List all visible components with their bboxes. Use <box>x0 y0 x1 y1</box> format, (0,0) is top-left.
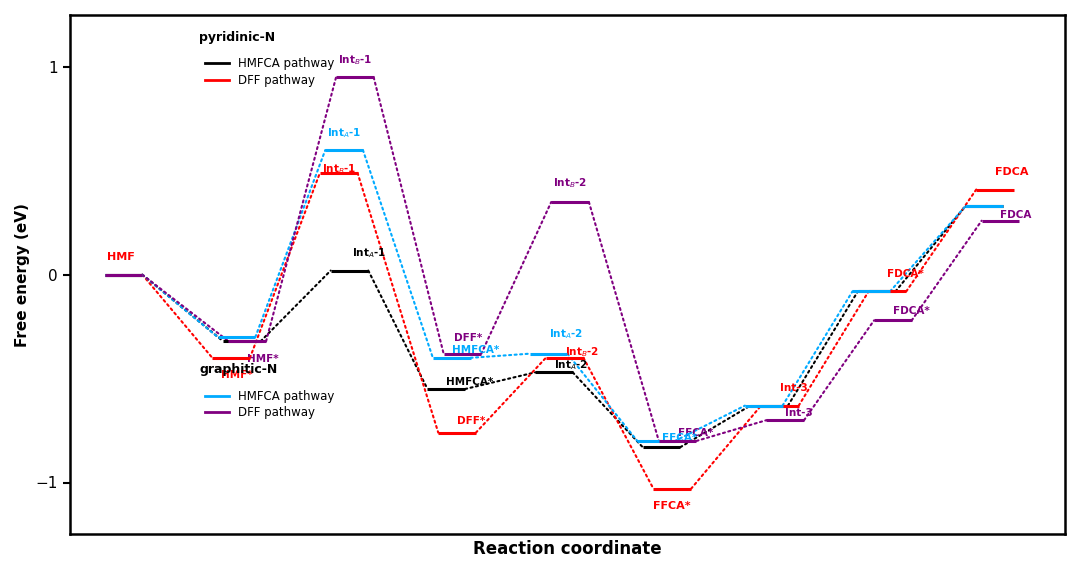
Text: FDCA*: FDCA* <box>893 306 930 316</box>
Text: HMF*: HMF* <box>220 370 253 380</box>
Text: FFCA*: FFCA* <box>677 429 713 438</box>
Text: Int-3: Int-3 <box>780 383 808 393</box>
Text: HMF: HMF <box>107 252 135 262</box>
Text: FDCA: FDCA <box>995 167 1028 177</box>
Text: FFCA*: FFCA* <box>653 501 691 511</box>
Text: Int$_A$-2: Int$_A$-2 <box>554 358 589 372</box>
Text: Int$_B$-2: Int$_B$-2 <box>553 176 588 190</box>
Legend: HMFCA pathway, DFF pathway: HMFCA pathway, DFF pathway <box>205 390 335 419</box>
Text: Int$_B$-1: Int$_B$-1 <box>338 53 373 67</box>
X-axis label: Reaction coordinate: Reaction coordinate <box>473 540 662 558</box>
Text: Int$_B$-1: Int$_B$-1 <box>322 163 356 176</box>
Text: Int$_A$-1: Int$_A$-1 <box>327 126 362 140</box>
Text: FFCA*: FFCA* <box>662 433 697 442</box>
Text: HMF*: HMF* <box>247 354 279 364</box>
Text: FDCA*: FDCA* <box>888 269 924 279</box>
Text: Int-3: Int-3 <box>785 408 813 418</box>
Text: Int$_A$-2: Int$_A$-2 <box>549 327 583 341</box>
Text: graphitic-N: graphitic-N <box>199 363 278 376</box>
Text: HMFCA*: HMFCA* <box>451 346 499 355</box>
Text: DFF*: DFF* <box>457 416 485 426</box>
Text: DFF*: DFF* <box>455 333 483 343</box>
Text: Int$_A$-1: Int$_A$-1 <box>352 246 387 260</box>
Text: HMFCA*: HMFCA* <box>446 376 494 387</box>
Text: FDCA: FDCA <box>1000 210 1031 220</box>
Text: Int$_B$-2: Int$_B$-2 <box>565 346 599 359</box>
Text: pyridinic-N: pyridinic-N <box>199 30 275 44</box>
Y-axis label: Free energy (eV): Free energy (eV) <box>15 203 30 347</box>
